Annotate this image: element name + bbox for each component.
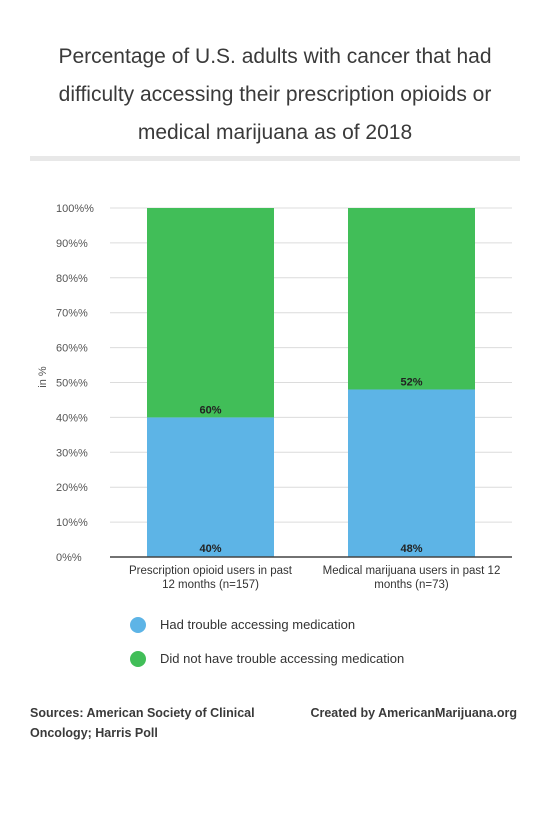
title-divider: [30, 156, 520, 161]
legend-swatch-had-trouble: [130, 617, 146, 633]
x-category-label: 12 months (n=157): [162, 579, 259, 591]
bar-segment: [147, 208, 274, 418]
y-axis-label: in %: [37, 366, 49, 388]
sources-text: Sources: American Society of Clinical On…: [30, 706, 255, 740]
stacked-bar-chart: 0%% 10%% 20%% 30%% 40%% 50%% 60%% 70%% 80%% 90%% 1…: [37, 203, 512, 591]
y-tick-label: 0%%: [56, 552, 82, 564]
y-tick-label: 80%%: [56, 273, 88, 285]
bar-segment: [348, 208, 475, 390]
data-label: 52%: [400, 376, 422, 388]
y-tick-label: 30%%: [56, 447, 88, 459]
data-label: 48%: [400, 543, 422, 555]
chart-title: Percentage of U.S. adults with cancer th…: [58, 45, 492, 144]
y-tick-label: 100%%: [56, 203, 94, 215]
x-category-label: months (n=73): [374, 579, 449, 591]
data-label: 60%: [199, 404, 221, 416]
data-label: 40%: [199, 543, 221, 555]
y-tick-label: 20%%: [56, 482, 88, 494]
y-tick-label: 60%%: [56, 343, 88, 355]
y-tick-label: 70%%: [56, 308, 88, 320]
y-tick-label: 10%%: [56, 517, 88, 529]
y-tick-label: 50%%: [56, 378, 88, 390]
legend-label-no-trouble: Did not have trouble accessing medicatio…: [160, 651, 405, 666]
x-category-label: Prescription opioid users in past: [129, 565, 293, 577]
y-tick-label: 40%%: [56, 412, 88, 424]
bar-segment: [348, 389, 475, 557]
legend-label-had-trouble: Had trouble accessing medication: [160, 617, 356, 632]
legend-swatch-no-trouble: [130, 651, 146, 667]
credit-text: Created by AmericanMarijuana.org: [310, 706, 517, 720]
y-tick-label: 90%%: [56, 238, 88, 250]
x-category-label: Medical marijuana users in past 12: [323, 565, 501, 577]
bar-segment: [147, 417, 274, 557]
